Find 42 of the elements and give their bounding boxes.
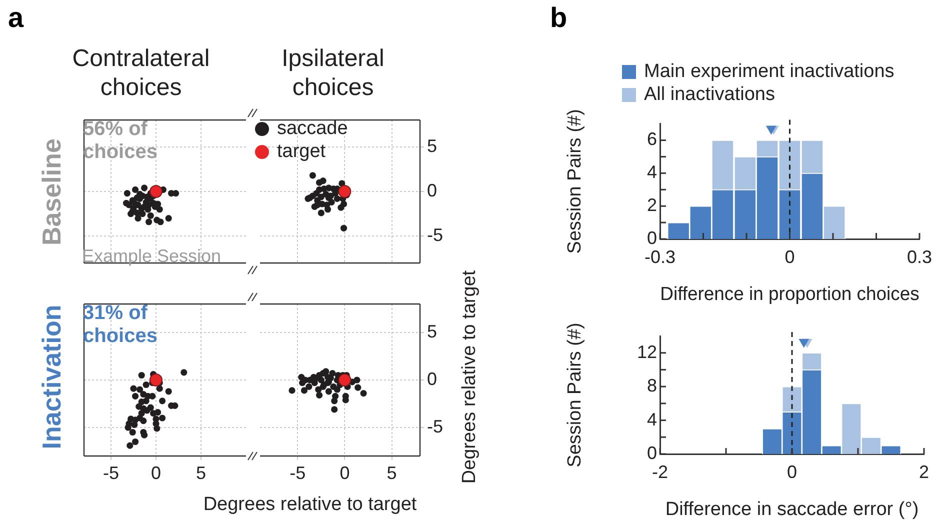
y-tick-label: -5: [427, 225, 444, 246]
y-tick-label: 0: [646, 228, 657, 248]
chart-title: Ipsilateral choices: [280, 44, 386, 102]
legend-label: target: [277, 140, 326, 162]
y-tick-label: 5: [427, 321, 438, 342]
y-tick-label: 0: [427, 368, 438, 389]
x-tick-label: 0: [150, 462, 162, 483]
text: a: [8, 2, 24, 34]
x-axis-title: Degrees relative to target: [202, 494, 418, 516]
x-tick-label: 5: [386, 462, 397, 483]
x-tick-label: -5: [290, 462, 306, 483]
y-tick-label: -5: [427, 416, 444, 436]
legend-label: Main experiment inactivations: [644, 60, 894, 82]
x-tick-label: -0.3: [644, 246, 676, 267]
y-tick-label: 2: [646, 195, 657, 216]
y-tick-label: 0: [646, 442, 657, 463]
y-tick-label: 0: [427, 180, 438, 200]
x-axis-title: Difference in proportion choices: [660, 282, 920, 304]
y-axis-title: Inactivation: [36, 304, 68, 450]
x-tick-label: 5: [196, 462, 206, 483]
y-axis-title: Session Pairs (#): [564, 109, 586, 254]
x-tick-label: -2: [652, 462, 668, 482]
y-axis-title: Session Pairs (#): [564, 322, 586, 468]
chart-title: Contralateral choices: [71, 44, 211, 102]
x-axis-title: Difference in saccade error (°): [665, 498, 919, 520]
text: b: [550, 2, 568, 34]
y-tick-label: 5: [427, 136, 438, 156]
legend-label: All inactivations: [644, 84, 775, 106]
x-tick-label: -5: [102, 462, 120, 483]
y-tick-label: 4: [646, 409, 657, 430]
x-tick-label: 0: [784, 246, 795, 267]
x-tick-label: 0: [340, 462, 350, 483]
y-tick-label: 8: [646, 376, 657, 396]
y-axis-title: Baseline: [36, 138, 68, 246]
x-tick-label: 2: [918, 462, 930, 482]
x-tick-label: 0.3: [906, 246, 932, 267]
y-tick-label: 6: [646, 129, 657, 150]
x-tick-label: 0: [786, 462, 798, 482]
y-tick-label: 12: [636, 342, 657, 362]
y-tick-label: 4: [646, 162, 657, 182]
y-axis-title: Degrees relative to target: [459, 270, 481, 484]
legend-label: saccade: [277, 118, 348, 140]
